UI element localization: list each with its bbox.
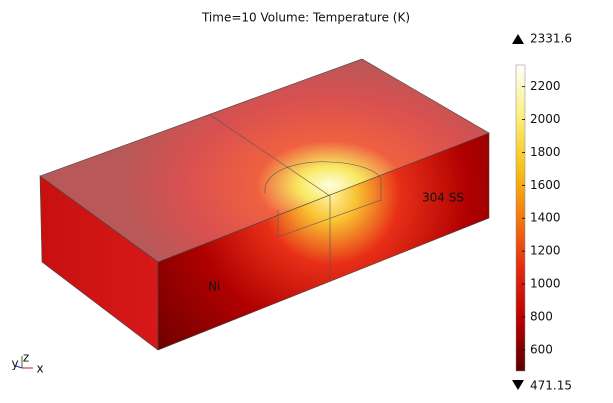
geometry xyxy=(40,59,489,350)
min-marker xyxy=(512,380,524,390)
colorbar-tick-label: 1000 xyxy=(530,277,561,291)
max-marker xyxy=(512,34,524,44)
colorbar-tick-label: 1800 xyxy=(530,145,561,159)
axis-label: x xyxy=(36,362,43,376)
colorbar-max: 2331.6 xyxy=(530,32,572,46)
colorbar-tick-label: 1400 xyxy=(530,211,561,225)
colorbar-min: 471.15 xyxy=(530,379,572,393)
colorbar-tick-label: 800 xyxy=(530,309,553,323)
annotation: 304 SS xyxy=(422,191,464,205)
colorbar-tick-label: 600 xyxy=(530,342,553,356)
colorbar-tick-label: 2000 xyxy=(530,112,561,126)
annotation: Ni xyxy=(208,280,220,294)
chart-title: Time=10 Volume: Temperature (K) xyxy=(201,11,410,25)
colorbar-tick-label: 1600 xyxy=(530,178,561,192)
axis-label: y xyxy=(11,357,18,371)
chart: Time=10 Volume: Temperature (K) Ni 304 S… xyxy=(0,0,613,403)
axis-label: z xyxy=(23,351,29,365)
colorbar-tick-label: 2200 xyxy=(530,79,561,93)
colorbar-tick-label: 1200 xyxy=(530,244,561,258)
